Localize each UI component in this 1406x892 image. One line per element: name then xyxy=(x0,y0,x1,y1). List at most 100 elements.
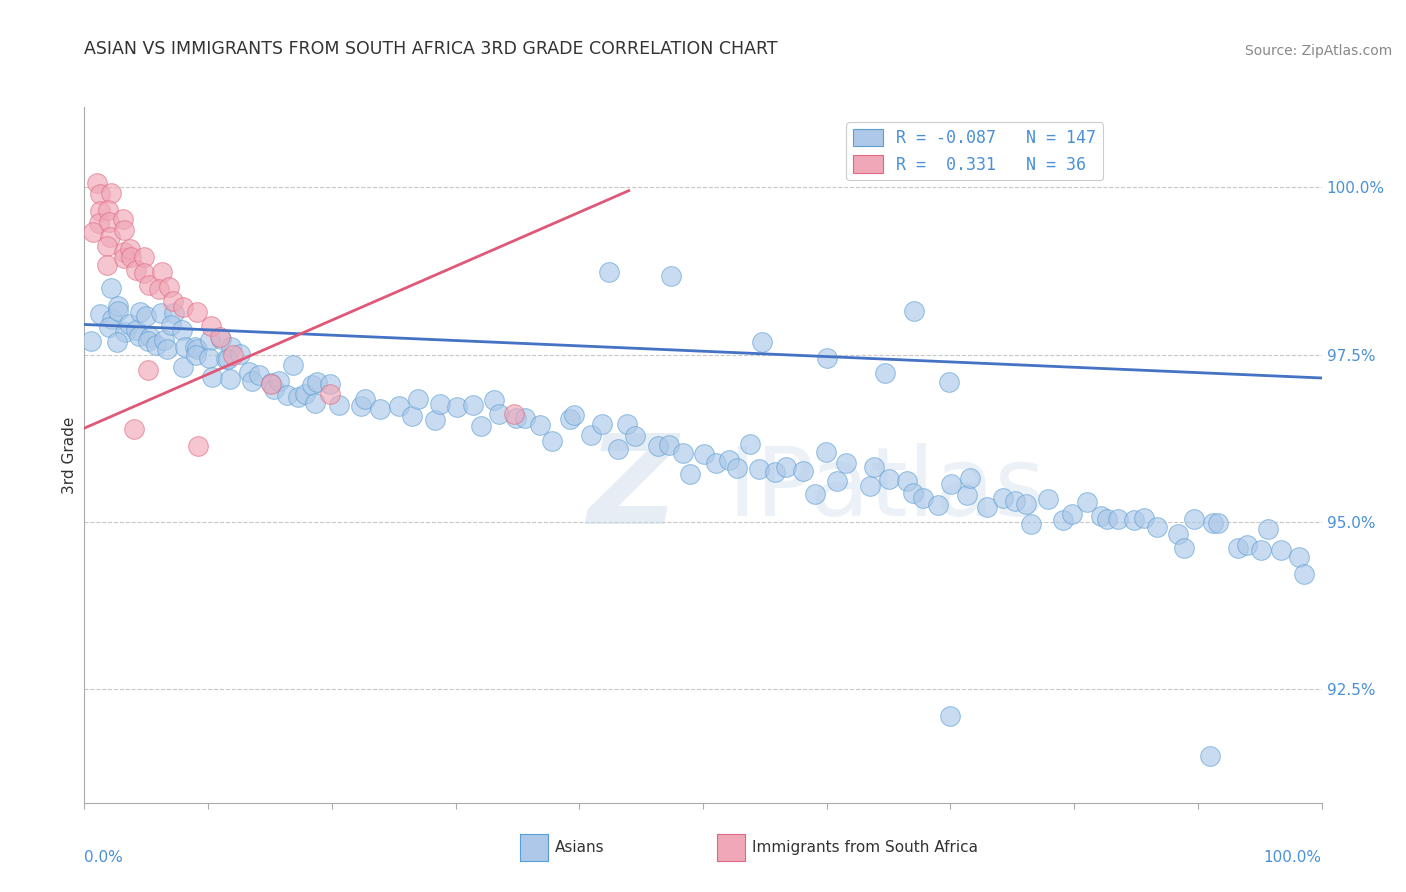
Point xyxy=(267,374,290,388)
Point xyxy=(222,348,245,362)
Point xyxy=(170,322,193,336)
Point xyxy=(247,368,270,382)
Point xyxy=(101,312,124,326)
Point xyxy=(89,306,111,320)
Point xyxy=(470,418,492,433)
Point xyxy=(1167,527,1189,541)
Point xyxy=(461,398,484,412)
Point xyxy=(616,417,638,432)
Point xyxy=(184,340,207,354)
Y-axis label: 3rd Grade: 3rd Grade xyxy=(62,417,77,493)
Point xyxy=(107,299,129,313)
Point xyxy=(112,212,135,227)
Point xyxy=(815,351,838,366)
Point xyxy=(368,402,391,417)
Point xyxy=(260,377,283,392)
Point xyxy=(125,323,148,337)
Point xyxy=(136,362,159,376)
Text: ASIAN VS IMMIGRANTS FROM SOUTH AFRICA 3RD GRADE CORRELATION CHART: ASIAN VS IMMIGRANTS FROM SOUTH AFRICA 3R… xyxy=(84,40,778,58)
Point xyxy=(1250,542,1272,557)
Point xyxy=(89,203,111,218)
Point xyxy=(1036,492,1059,507)
Point xyxy=(939,708,962,723)
Point xyxy=(482,392,505,407)
Point xyxy=(150,265,173,279)
Point xyxy=(775,459,797,474)
Point xyxy=(751,335,773,350)
Point xyxy=(896,474,918,488)
Point xyxy=(96,239,118,253)
Point xyxy=(877,472,900,486)
Point xyxy=(240,374,263,388)
Point xyxy=(112,251,135,265)
Point xyxy=(186,342,208,356)
Point xyxy=(693,447,716,461)
Text: 0.0%: 0.0% xyxy=(84,849,124,864)
Point xyxy=(259,376,281,391)
Point xyxy=(835,456,858,470)
Point xyxy=(863,460,886,475)
Point xyxy=(513,411,536,425)
Point xyxy=(748,462,770,476)
Point xyxy=(1206,516,1229,530)
Point xyxy=(912,491,935,506)
Point xyxy=(263,382,285,396)
Point xyxy=(328,398,350,412)
Point xyxy=(107,304,129,318)
Point xyxy=(560,412,582,426)
Point xyxy=(738,437,761,451)
Point xyxy=(1202,516,1225,531)
Point xyxy=(80,334,103,348)
Point xyxy=(319,376,342,391)
Text: Asians: Asians xyxy=(555,840,605,855)
Point xyxy=(198,333,221,347)
Point xyxy=(704,456,727,470)
Point xyxy=(118,317,141,331)
Point xyxy=(114,325,136,339)
Point xyxy=(659,269,682,284)
Point xyxy=(229,347,252,361)
Point xyxy=(100,281,122,295)
Point xyxy=(1107,511,1129,525)
Point xyxy=(128,329,150,343)
Point xyxy=(134,250,156,264)
Point xyxy=(792,464,814,478)
Point xyxy=(505,410,527,425)
Point xyxy=(287,390,309,404)
Point xyxy=(136,334,159,348)
Point xyxy=(579,427,602,442)
Point xyxy=(82,226,104,240)
Point xyxy=(162,293,184,308)
Point xyxy=(89,186,111,201)
Point xyxy=(172,359,194,374)
Point xyxy=(105,335,128,350)
Text: Z: Z xyxy=(588,429,678,550)
Point xyxy=(120,250,142,264)
Point xyxy=(155,343,177,357)
Point xyxy=(927,498,949,512)
Point xyxy=(97,202,120,217)
Point xyxy=(541,434,564,449)
Point xyxy=(148,282,170,296)
Point xyxy=(1292,567,1315,582)
Point xyxy=(976,500,998,514)
Text: 100.0%: 100.0% xyxy=(1264,849,1322,864)
Point xyxy=(591,417,613,432)
Point xyxy=(956,488,979,502)
Point xyxy=(1184,512,1206,526)
Point xyxy=(725,461,748,475)
Point xyxy=(562,408,585,422)
Point xyxy=(529,417,551,432)
Point xyxy=(145,338,167,352)
Point xyxy=(201,369,224,384)
Legend: R = -0.087   N = 147, R =  0.331   N = 36: R = -0.087 N = 147, R = 0.331 N = 36 xyxy=(846,122,1102,180)
Point xyxy=(959,471,981,485)
Text: Immigrants from South Africa: Immigrants from South Africa xyxy=(752,840,979,855)
Point xyxy=(598,265,620,279)
Point xyxy=(859,478,882,492)
Point xyxy=(1004,493,1026,508)
Text: IPatlas: IPatlas xyxy=(728,443,1046,536)
Point xyxy=(138,278,160,293)
Point xyxy=(301,378,323,392)
Point xyxy=(187,440,209,454)
